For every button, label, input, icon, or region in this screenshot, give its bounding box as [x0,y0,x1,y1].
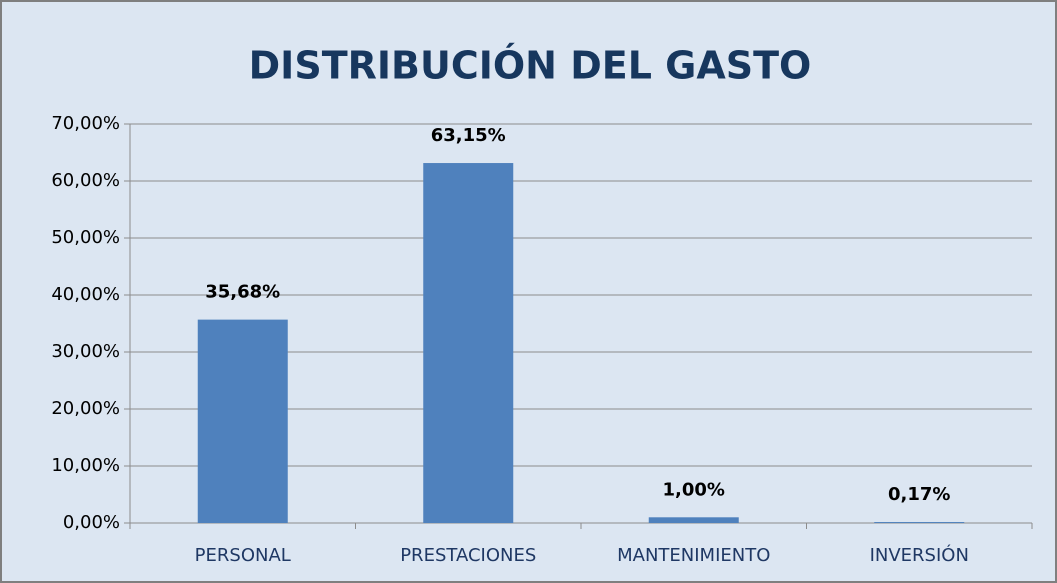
data-label: 63,15% [431,125,506,146]
y-tick-label: 30,00% [51,341,120,362]
bar [874,522,965,523]
y-tick-label: 70,00% [51,113,120,134]
x-tick-label: PRESTACIONES [400,545,536,566]
y-tick-label: 20,00% [51,398,120,419]
x-tick-label: INVERSIÓN [870,544,969,566]
y-tick-label: 60,00% [51,170,120,191]
x-tick-label: MANTENIMIENTO [617,545,770,566]
data-label: 0,17% [888,484,950,505]
chart-title: DISTRIBUCIÓN DEL GASTO [249,44,812,88]
y-tick-label: 10,00% [51,455,120,476]
y-tick-label: 0,00% [63,512,120,533]
data-label: 1,00% [663,479,725,500]
x-tick-label: PERSONAL [195,545,291,566]
y-tick-label: 40,00% [51,284,120,305]
data-label: 35,68% [205,282,280,303]
bar [648,517,739,523]
bar [423,163,514,524]
bar [197,319,288,523]
y-tick-label: 50,00% [51,227,120,248]
